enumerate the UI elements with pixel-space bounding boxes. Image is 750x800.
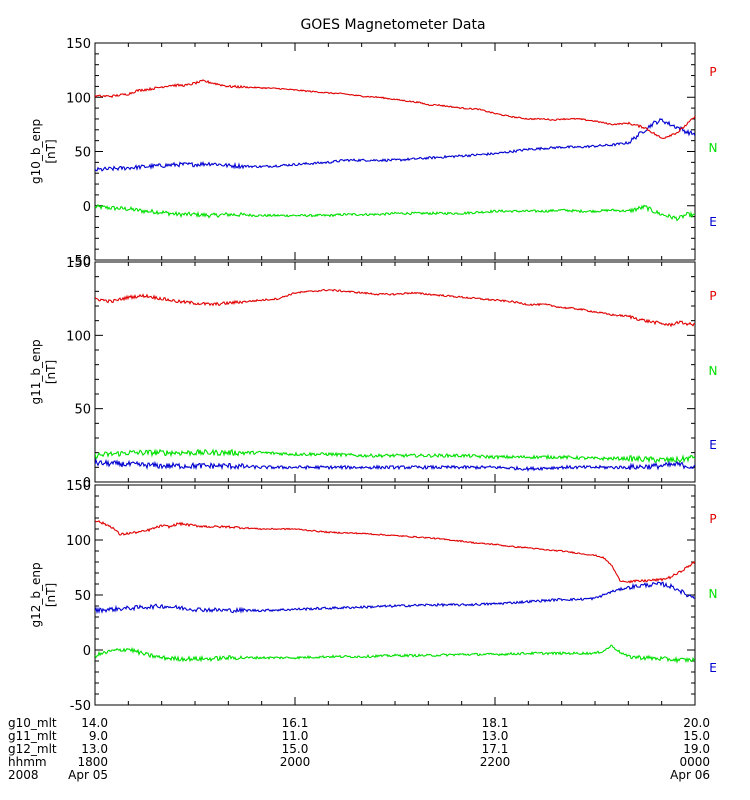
- x-date-start: Apr 05: [68, 768, 108, 782]
- y-tick-label: -50: [70, 699, 91, 714]
- x-row-value: 2000: [280, 755, 311, 769]
- y-tick-label: 50: [74, 146, 91, 161]
- x-row-label: g11_mlt: [8, 729, 57, 743]
- series-line-P: [95, 288, 695, 328]
- y-axis-unit: [nT]: [44, 583, 58, 607]
- legend-label-P: P: [709, 512, 716, 526]
- x-row-label: g12_mlt: [8, 742, 57, 756]
- y-tick-label: 100: [66, 329, 91, 344]
- x-date-end: Apr 06: [670, 768, 710, 782]
- x-year-label: 2008: [8, 768, 39, 782]
- x-row-value: 15.0: [683, 729, 710, 743]
- chart-title: GOES Magnetometer Data: [300, 17, 485, 33]
- panel-3: -50 0 50 100 150 g12_b_enp [nT] P N E: [29, 479, 717, 714]
- x-row-value: 19.0: [683, 742, 710, 756]
- series-line-E: [95, 581, 695, 615]
- y-axis-label: g12_b_enp: [29, 562, 43, 627]
- series-line-N: [95, 448, 695, 464]
- x-row-value: 13.0: [81, 742, 108, 756]
- x-row-value: 20.0: [683, 716, 710, 730]
- y-tick-label: 0: [83, 644, 91, 659]
- x-row-value: 16.1: [282, 716, 309, 730]
- legend-label-P: P: [709, 65, 716, 79]
- panel-frame: [94, 484, 696, 706]
- y-tick-label: 50: [74, 403, 91, 418]
- x-row-value: 14.0: [81, 716, 108, 730]
- series-line-P: [95, 520, 695, 584]
- panel-frame: [94, 42, 696, 261]
- y-axis-unit: [nT]: [44, 139, 58, 163]
- x-row-label: hhmm: [8, 755, 47, 769]
- y-axis-unit: [nT]: [44, 360, 58, 384]
- x-row-value: 15.0: [282, 742, 309, 756]
- y-tick-label: 100: [66, 534, 91, 549]
- y-axis-label: g10_b_enp: [29, 119, 43, 184]
- series-line-E: [95, 458, 695, 472]
- series-line-E: [95, 117, 695, 172]
- legend-label-N: N: [709, 141, 718, 155]
- y-tick-label: 150: [66, 256, 91, 271]
- legend-label-N: N: [709, 587, 718, 601]
- legend-label-N: N: [709, 364, 718, 378]
- x-row-value: 18.1: [482, 716, 509, 730]
- panel-2: 0 50 100 150 g11_b_enp [nT] P N E: [29, 256, 717, 491]
- panel-1: -50 0 50 100 150 g10_b_enp [nT] P N E: [29, 37, 717, 269]
- series-line-N: [95, 644, 695, 664]
- x-row-value: 0000: [679, 755, 710, 769]
- x-row-label: g10_mlt: [8, 716, 57, 730]
- legend-label-E: E: [709, 215, 717, 229]
- series-line-N: [95, 203, 695, 222]
- y-tick-label: 150: [66, 37, 91, 52]
- x-row-value: 1800: [77, 755, 108, 769]
- y-axis-label: g11_b_enp: [29, 339, 43, 404]
- x-row-value: 13.0: [482, 729, 509, 743]
- x-axis-labels: g10_mlt 14.0 16.1 18.1 20.0 g11_mlt 9.0 11.0 13.…: [8, 716, 710, 782]
- legend-label-P: P: [709, 289, 716, 303]
- x-row-value: 9.0: [89, 729, 108, 743]
- y-tick-label: -50: [70, 254, 91, 269]
- y-tick-label: 100: [66, 91, 91, 106]
- y-tick-label: 50: [74, 589, 91, 604]
- series-line-P: [95, 79, 695, 139]
- x-row-value: 11.0: [282, 729, 309, 743]
- x-row-value: 17.1: [482, 742, 509, 756]
- x-row-value: 2200: [480, 755, 511, 769]
- legend-label-E: E: [709, 438, 717, 452]
- y-tick-label: 0: [83, 200, 91, 215]
- y-tick-label: 0: [83, 476, 91, 491]
- legend-label-E: E: [709, 661, 717, 675]
- y-tick-label: 150: [66, 479, 91, 494]
